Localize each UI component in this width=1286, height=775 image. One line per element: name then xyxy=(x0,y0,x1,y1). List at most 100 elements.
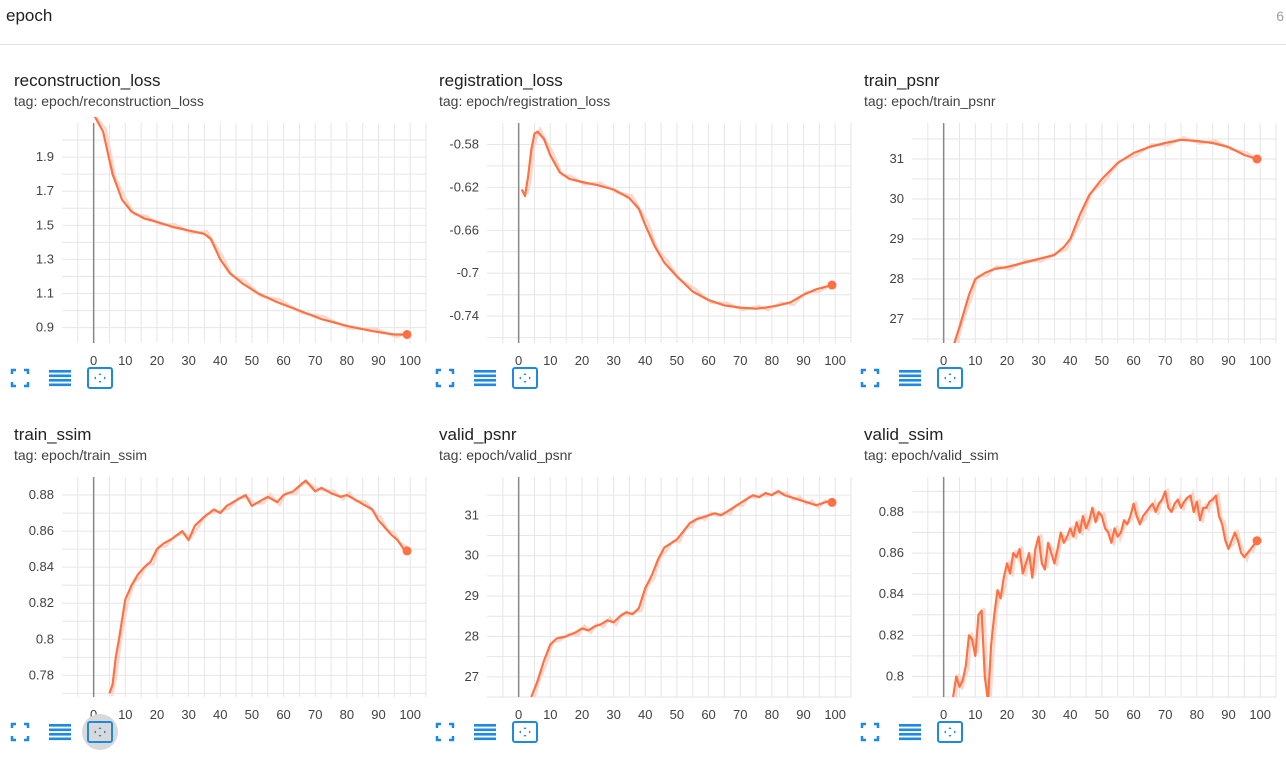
chart-train-ssim[interactable]: 01020304050607080901000.880.860.840.820.… xyxy=(14,469,434,733)
fit-to-screen-button[interactable] xyxy=(852,360,888,396)
x-tick-label: 0 xyxy=(515,707,522,722)
last-point-marker[interactable] xyxy=(402,329,412,339)
fit-domain-button[interactable] xyxy=(82,714,118,750)
card-registration-loss: registration_loss tag: epoch/registratio… xyxy=(435,71,859,421)
y-tick-label: 0.86 xyxy=(29,523,54,538)
card-tag: tag: epoch/train_ssim xyxy=(14,447,148,463)
chart-toolbar xyxy=(10,714,164,755)
card-title: reconstruction_loss xyxy=(14,71,161,90)
y-tick-label: -0.62 xyxy=(449,179,479,194)
card-title: valid_psnr xyxy=(439,425,517,444)
card-title: train_ssim xyxy=(14,425,92,444)
toggle-log-scale-icon xyxy=(49,724,71,741)
y-tick-label: 27 xyxy=(465,669,479,684)
chart-reconstruction-loss[interactable]: 0 10 20 30 40 50 60 70 80 90 100 0.9 1.1 1.3 1.5 1.7 1.9 xyxy=(14,115,434,379)
x-tick-label: 90 xyxy=(796,707,810,722)
x-tick-label: 40 xyxy=(1063,353,1077,368)
fit-domain-icon xyxy=(512,721,538,743)
x-tick-label: 80 xyxy=(340,353,354,368)
x-tick-label: 90 xyxy=(1221,353,1235,368)
fit-domain-button[interactable] xyxy=(82,360,118,396)
x-tick-label: 60 xyxy=(276,353,290,368)
y-tick-label: 0.82 xyxy=(29,595,54,610)
chart-train-psnr[interactable]: 0 10 20 30 40 50 60 70 80 90 100 31 30 29 28 27 xyxy=(864,115,1284,379)
card-tag: tag: epoch/train_psnr xyxy=(864,93,996,109)
y-tick-label: 0.78 xyxy=(29,667,54,682)
fit-to-screen-icon xyxy=(10,368,30,388)
fit-to-screen-button[interactable] xyxy=(2,360,38,396)
x-tick-label: 80 xyxy=(1190,353,1204,368)
y-tick-label: 28 xyxy=(890,271,904,286)
fit-to-screen-button[interactable] xyxy=(427,714,463,750)
series-line xyxy=(953,138,1258,343)
x-tick-label: 60 xyxy=(1126,707,1140,722)
last-point-marker[interactable] xyxy=(827,280,837,290)
last-point-marker[interactable] xyxy=(1252,154,1262,164)
toggle-log-scale-button[interactable] xyxy=(467,360,503,396)
fit-domain-button[interactable] xyxy=(507,360,543,396)
y-tick-label: 1.1 xyxy=(36,286,54,301)
x-tick-label: 30 xyxy=(606,707,620,722)
toggle-log-scale-button[interactable] xyxy=(892,714,928,750)
y-tick-label: -0.7 xyxy=(457,265,479,280)
x-tick-label: 70 xyxy=(1158,707,1172,722)
card-train-psnr: train_psnr tag: epoch/train_psnr 0 10 20 30… xyxy=(860,71,1284,421)
x-tick-label: 50 xyxy=(245,353,259,368)
fit-domain-button[interactable] xyxy=(932,714,968,750)
y-tick-label: 0.8 xyxy=(36,631,54,646)
last-point-marker[interactable] xyxy=(827,497,837,507)
x-tick-label: 20 xyxy=(575,353,589,368)
fit-to-screen-button[interactable] xyxy=(852,714,888,750)
chart-valid-psnr[interactable]: 0 10 20 30 40 50 60 70 80 90 100 31 30 29 28 27 xyxy=(439,469,859,733)
last-point-marker[interactable] xyxy=(1252,536,1262,546)
fit-domain-icon xyxy=(937,367,963,389)
toggle-log-scale-button[interactable] xyxy=(892,360,928,396)
x-tick-label: 10 xyxy=(543,707,557,722)
x-tick-label: 70 xyxy=(733,353,747,368)
fit-to-screen-icon xyxy=(435,722,455,742)
fit-domain-button[interactable] xyxy=(932,360,968,396)
raw-series-line xyxy=(533,491,836,697)
raw-series-line xyxy=(956,135,1261,343)
toggle-log-scale-button[interactable] xyxy=(42,360,78,396)
x-tick-label: 80 xyxy=(765,353,779,368)
series-line xyxy=(952,490,1258,697)
toggle-log-scale-icon xyxy=(899,724,921,741)
x-tick-label: 30 xyxy=(181,353,195,368)
toggle-log-scale-button[interactable] xyxy=(42,714,78,750)
x-tick-label: 20 xyxy=(150,707,164,722)
series-line xyxy=(108,479,408,694)
y-tick-label: 29 xyxy=(890,231,904,246)
y-tick-label: -0.58 xyxy=(449,136,479,151)
x-tick-label: 50 xyxy=(670,353,684,368)
series-line xyxy=(93,117,407,336)
y-tick-label: -0.66 xyxy=(449,222,479,237)
x-tick-label: 90 xyxy=(796,353,810,368)
chart-registration-loss[interactable]: 0 10 20 30 40 50 60 70 80 90 100 -0.58 -0.62 -0.66 -0.… xyxy=(439,115,859,379)
fit-to-screen-button[interactable] xyxy=(427,360,463,396)
y-tick-label: 0.9 xyxy=(36,320,54,335)
group-header[interactable]: epoch 6 xyxy=(0,0,1286,45)
fit-domain-button[interactable] xyxy=(507,714,543,750)
card-title: valid_ssim xyxy=(864,425,944,444)
y-tick-label: -0.74 xyxy=(449,308,479,323)
x-tick-label: 100 xyxy=(1249,707,1271,722)
x-tick-label: 30 xyxy=(1031,353,1045,368)
y-tick-label: 1.3 xyxy=(36,251,54,266)
x-tick-label: 0 xyxy=(940,353,947,368)
chart-valid-ssim[interactable]: 0 10 20 30 40 50 60 70 80 90 100 0.88 0.86 0.84 0.82 0.… xyxy=(864,469,1284,733)
x-tick-label: 0 xyxy=(90,353,97,368)
toggle-log-scale-button[interactable] xyxy=(467,714,503,750)
y-tick-label: 0.82 xyxy=(879,627,904,642)
fit-to-screen-icon xyxy=(860,368,880,388)
fit-to-screen-icon xyxy=(435,368,455,388)
last-point-marker[interactable] xyxy=(402,546,412,556)
x-tick-label: 100 xyxy=(824,353,846,368)
fit-to-screen-button[interactable] xyxy=(2,714,38,750)
card-tag: tag: epoch/registration_loss xyxy=(439,93,611,109)
x-tick-label: 30 xyxy=(181,707,195,722)
toggle-log-scale-icon xyxy=(899,370,921,387)
series-line xyxy=(520,130,833,310)
chart-toolbar xyxy=(860,721,1014,755)
y-tick-label: 29 xyxy=(465,588,479,603)
